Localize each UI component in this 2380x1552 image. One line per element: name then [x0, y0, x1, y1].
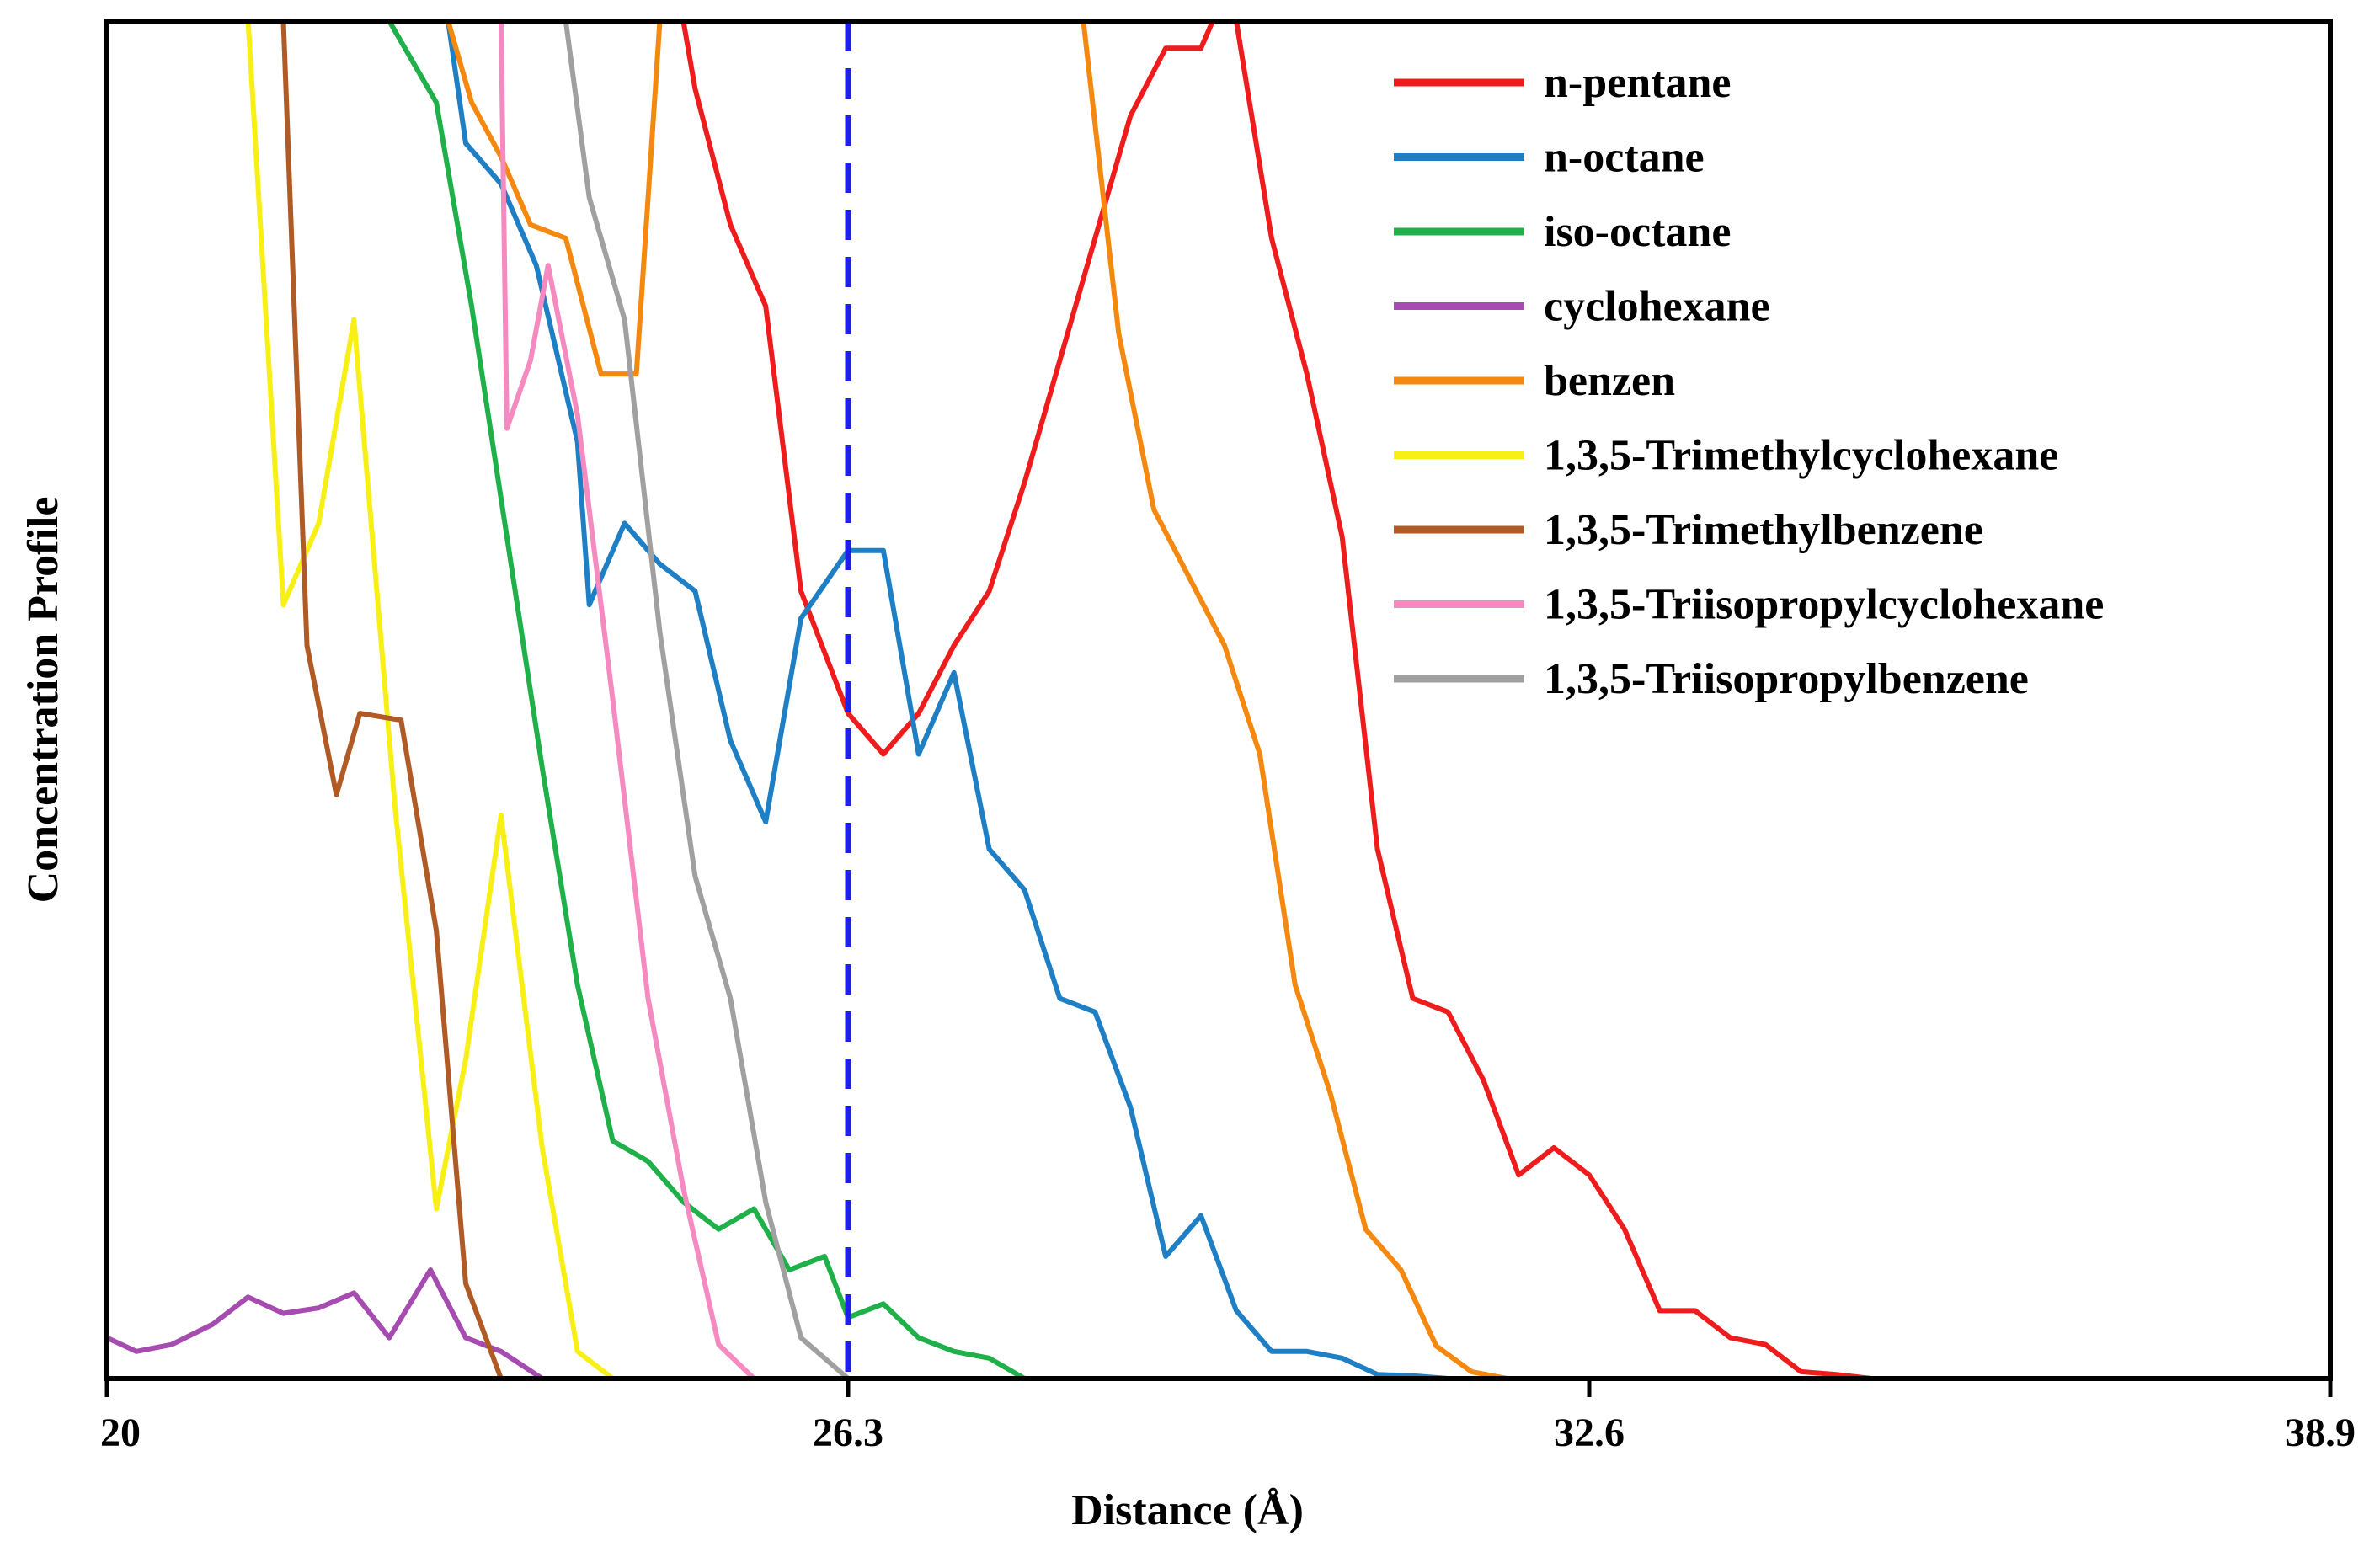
x-tick-label: 38.9: [2285, 1411, 2356, 1455]
legend-label-6: 1,3,5-Trimethylbenzene: [1544, 506, 1983, 554]
series-layer: [105, 19, 2330, 1381]
legend-label-3: cyclohexane: [1544, 283, 1770, 331]
x-axis-label: Distance (Å): [1071, 1486, 1304, 1534]
legend-label-0: n-pentane: [1544, 59, 1731, 107]
legend-label-5: 1,3,5-Trimethylcyclohexane: [1544, 432, 2058, 480]
plot-frame: [104, 19, 2333, 1381]
series-line-8: [563, 20, 2330, 1381]
legend-label-8: 1,3,5-Triisopropylbenzene: [1544, 655, 2029, 703]
series-line-1: [446, 20, 1449, 1381]
legend-label-4: benzen: [1544, 357, 1675, 405]
series-line-7: [498, 20, 814, 1381]
legend-label-1: n-octane: [1544, 134, 1705, 182]
series-line-0: [680, 19, 1872, 1381]
series-line-4: [446, 19, 1508, 1381]
series-line-3: [105, 1267, 601, 1381]
legend-label-7: 1,3,5-Triisopropylcyclohexane: [1544, 581, 2104, 629]
y-axis-label: Concentration Profile: [19, 497, 67, 904]
x-tick-label: 32.6: [1554, 1411, 1625, 1455]
legend: n-pentane n-octane iso-octane cyclohexane be…: [1394, 59, 2104, 703]
x-tick-label: 20: [100, 1411, 141, 1455]
plot-background: [107, 21, 2330, 1379]
x-axis-ticks: 20 26.3 32.6 38.9: [100, 1379, 2356, 1455]
x-tick-label: 26.3: [813, 1411, 883, 1455]
series-line-2: [387, 19, 1027, 1381]
series-line-6: [280, 20, 578, 1381]
legend-label-2: iso-octane: [1544, 208, 1731, 256]
